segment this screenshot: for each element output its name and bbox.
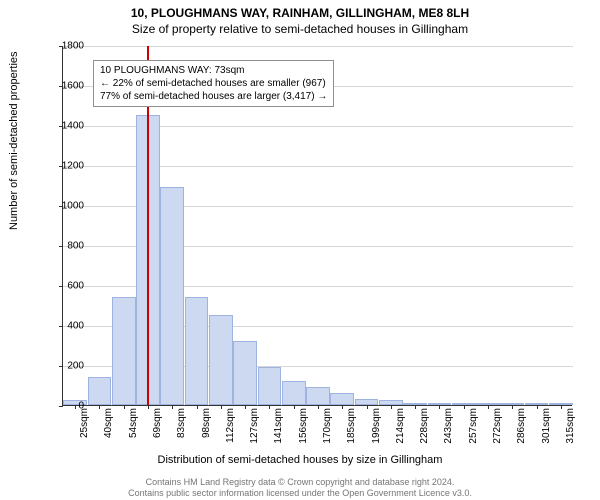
y-tick-label: 200 — [44, 361, 84, 372]
y-tick-label: 1000 — [44, 201, 84, 212]
histogram-bar — [88, 377, 112, 405]
x-tick — [269, 405, 270, 409]
y-tick-label: 800 — [44, 241, 84, 252]
y-tick-label: 1800 — [44, 41, 84, 52]
y-tick-label: 400 — [44, 321, 84, 332]
y-tick-label: 1600 — [44, 81, 84, 92]
x-tick — [318, 405, 319, 409]
annotation-box: 10 PLOUGHMANS WAY: 73sqm← 22% of semi-de… — [93, 60, 334, 107]
chart-title-address: 10, PLOUGHMANS WAY, RAINHAM, GILLINGHAM,… — [0, 6, 600, 20]
footer-line-1: Contains HM Land Registry data © Crown c… — [0, 477, 600, 487]
x-tick — [367, 405, 368, 409]
y-tick-label: 1400 — [44, 121, 84, 132]
y-tick-label: 600 — [44, 281, 84, 292]
x-tick — [245, 405, 246, 409]
histogram-bar — [112, 297, 136, 405]
histogram-bar — [233, 341, 257, 405]
x-tick — [391, 405, 392, 409]
x-tick — [439, 405, 440, 409]
x-tick — [464, 405, 465, 409]
histogram-bar — [209, 315, 233, 405]
title-block: 10, PLOUGHMANS WAY, RAINHAM, GILLINGHAM,… — [0, 0, 600, 36]
chart-subtitle: Size of property relative to semi-detach… — [0, 22, 600, 36]
x-tick — [172, 405, 173, 409]
y-axis-label: Number of semi-detached properties — [8, 51, 20, 230]
x-tick — [221, 405, 222, 409]
plot-area: 25sqm40sqm54sqm69sqm83sqm98sqm112sqm127s… — [62, 46, 572, 406]
x-tick — [488, 405, 489, 409]
x-tick — [537, 405, 538, 409]
histogram-bar — [306, 387, 330, 405]
x-tick — [99, 405, 100, 409]
x-tick — [124, 405, 125, 409]
x-tick — [561, 405, 562, 409]
attribution-footer: Contains HM Land Registry data © Crown c… — [0, 477, 600, 498]
x-tick — [294, 405, 295, 409]
histogram-bar — [330, 393, 354, 405]
x-tick — [342, 405, 343, 409]
histogram-bar — [282, 381, 306, 405]
annotation-line: ← 22% of semi-detached houses are smalle… — [100, 77, 327, 90]
x-tick — [148, 405, 149, 409]
x-tick — [415, 405, 416, 409]
gridline — [63, 46, 573, 47]
footer-line-2: Contains public sector information licen… — [0, 488, 600, 498]
x-tick — [197, 405, 198, 409]
y-tick-label: 1200 — [44, 161, 84, 172]
chart: 25sqm40sqm54sqm69sqm83sqm98sqm112sqm127s… — [62, 46, 572, 406]
y-tick-label: 0 — [44, 401, 84, 412]
annotation-line: 10 PLOUGHMANS WAY: 73sqm — [100, 64, 327, 77]
histogram-bar — [258, 367, 282, 405]
annotation-line: 77% of semi-detached houses are larger (… — [100, 90, 327, 103]
histogram-bar — [160, 187, 184, 405]
x-tick — [512, 405, 513, 409]
histogram-bar — [185, 297, 209, 405]
x-axis-label: Distribution of semi-detached houses by … — [0, 454, 600, 466]
